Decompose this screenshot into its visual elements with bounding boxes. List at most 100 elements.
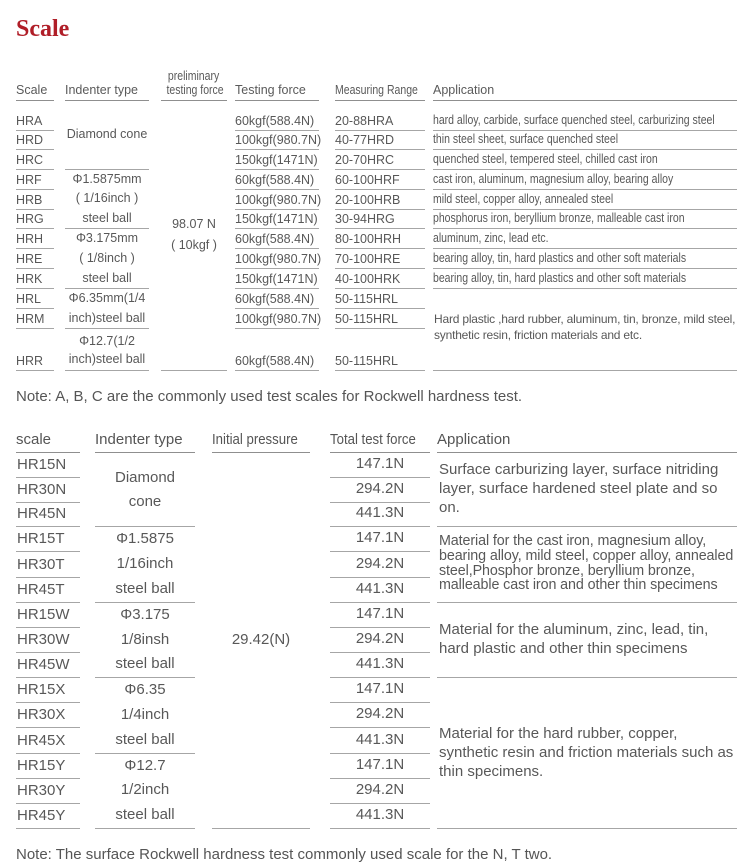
column-gap: [319, 329, 335, 371]
t1-testing-force-cell: 60kgf(588.4N): [235, 169, 319, 190]
column-gap: [227, 269, 235, 289]
column-gap: [227, 249, 235, 269]
column-gap: [425, 269, 433, 289]
t2-indenter-cell: Φ3.175 1/8insh steel ball: [95, 602, 195, 679]
t2-scale-cell: HR45W: [16, 652, 80, 679]
t2-scale-cell: HR45T: [16, 577, 80, 603]
t1-scale-cell: HRC: [16, 149, 54, 170]
column-gap: [425, 309, 433, 329]
column-gap: [310, 803, 330, 828]
t1-scale-cell: HRG: [16, 209, 54, 230]
t2-header-application: Application: [437, 418, 737, 453]
column-gap: [195, 602, 212, 627]
column-gap: [54, 209, 65, 229]
t1-range-cell: 50-115HRL: [335, 308, 425, 330]
column-gap: [310, 778, 330, 803]
table-row: HR45N 441.3N: [16, 502, 737, 528]
t1-scale-cell: HRH: [16, 228, 54, 250]
t1-scale-cell: HRA: [16, 100, 54, 131]
t2-force-cell: 147.1N: [330, 602, 430, 628]
column-gap: [54, 64, 65, 100]
column-gap: [195, 728, 212, 753]
column-gap: [195, 418, 212, 452]
column-gap: [149, 229, 161, 249]
column-gap: [430, 477, 437, 502]
t1-testing-force-cell: 100kgf(980.7N): [235, 189, 321, 210]
column-gap: [149, 169, 161, 189]
column-gap: [80, 728, 95, 753]
t1-scale-cell: HRF: [16, 169, 54, 190]
table-row: HRG 150kgf(1471N) 30-94HRG phosphorus ir…: [16, 209, 737, 230]
t1-scale-cell: HRK: [16, 268, 54, 290]
t2-indenter-cell: Diamond cone: [95, 452, 195, 528]
table-row: HRD 100kgf(980.7N) 40-77HRD thin steel s…: [16, 130, 737, 151]
column-gap: [54, 289, 65, 309]
column-gap: [54, 189, 65, 209]
t2-indenter-cell: Φ1.5875 1/16inch steel ball: [95, 526, 195, 603]
column-gap: [430, 728, 437, 753]
column-gap: [425, 150, 433, 170]
table-row: HRE 100kgf(980.7N) 70-100HRE bearing all…: [16, 248, 737, 270]
t1-range-cell: 40-100HRK: [335, 268, 425, 290]
column-gap: [149, 100, 161, 130]
t1-application-cell: quenched steel, tempered steel, chilled …: [433, 149, 737, 170]
column-gap: [425, 130, 433, 150]
table-row: HR15N Diamond cone 29.42(N) 147.1N Surfac…: [16, 452, 737, 829]
column-gap: [319, 100, 335, 130]
t2-force-cell: 441.3N: [330, 652, 430, 679]
t1-application-cell: bearing alloy, tin, hard plastics and ot…: [433, 268, 737, 290]
table-row: HR45Y 441.3N: [16, 803, 737, 829]
t2-scale-cell: HR45N: [16, 502, 80, 528]
column-gap: [149, 269, 161, 289]
t1-scale-cell: HRM: [16, 308, 54, 330]
t1-header-application: Application: [433, 64, 737, 101]
t2-scale-cell: HR15T: [16, 526, 80, 553]
t1-application-cell: cast iron, aluminum, magnesium alloy, be…: [433, 169, 737, 190]
column-gap: [310, 577, 330, 602]
column-gap: [310, 627, 330, 652]
column-gap: [195, 452, 212, 477]
t2-scale-cell: HR30N: [16, 477, 80, 503]
column-gap: [310, 502, 330, 527]
table-row: HRR Φ12.7(1/2 inch)steel ball 60kgf(588.4…: [16, 328, 737, 372]
t1-testing-force-cell: 100kgf(980.7N): [235, 308, 321, 330]
table-row: HR15Y Φ12.7 1/2inch steel ball 147.1N: [16, 753, 737, 829]
t2-scale-cell: HR15X: [16, 677, 80, 704]
table-row: HR15X Φ6.35 1/4inch steel ball 147.1N Mate…: [16, 677, 737, 829]
rockwell-scale-table: Scale Indenter type preliminarytesting f…: [16, 64, 737, 372]
column-gap: [310, 452, 330, 477]
table-row: HR45X 441.3N: [16, 727, 737, 754]
t2-scale-cell: HR15N: [16, 452, 80, 478]
column-gap: [195, 703, 212, 728]
column-gap: [149, 130, 161, 150]
t1-application-cell: mild steel, copper alloy, annealed steel: [433, 189, 737, 210]
t1-testing-force-cell: 60kgf(588.4N): [235, 228, 319, 250]
column-gap: [430, 527, 437, 552]
column-gap: [319, 229, 335, 249]
column-gap: [310, 703, 330, 728]
column-gap: [425, 64, 433, 100]
t1-application-cell: phosphorus iron, beryllium bronze, malle…: [433, 209, 737, 230]
t2-scale-cell: HR15Y: [16, 753, 80, 779]
column-gap: [149, 150, 161, 170]
t2-scale-cell: HR30X: [16, 702, 80, 729]
t1-testing-force-cell: 60kgf(588.4N): [235, 328, 319, 372]
table-row: HR30X 294.2N: [16, 702, 737, 729]
column-gap: [195, 477, 212, 502]
t2-force-cell: 147.1N: [330, 452, 430, 478]
table-row: HRA Diamond cone 98.07 N( 10kgf ) 60kgf(…: [16, 100, 737, 372]
column-gap: [195, 577, 212, 602]
t1-range-cell: 50-115HRL: [335, 328, 425, 372]
column-gap: [149, 64, 161, 100]
column-gap: [425, 289, 433, 309]
column-gap: [80, 778, 95, 803]
table-row: HR15W Φ3.175 1/8insh steel ball 147.1N Mat…: [16, 602, 737, 679]
t1-testing-force-cell: 60kgf(588.4N): [235, 100, 319, 131]
t1-scale-cell: HRL: [16, 288, 54, 310]
t2-application-cell: Surface carburizing layer, surface nitri…: [437, 452, 737, 528]
column-gap: [310, 527, 330, 552]
t1-range-cell: 20-100HRB: [335, 189, 425, 210]
t2-application-cell: Material for the cast iron, magnesium al…: [437, 526, 737, 603]
column-gap: [319, 150, 335, 170]
